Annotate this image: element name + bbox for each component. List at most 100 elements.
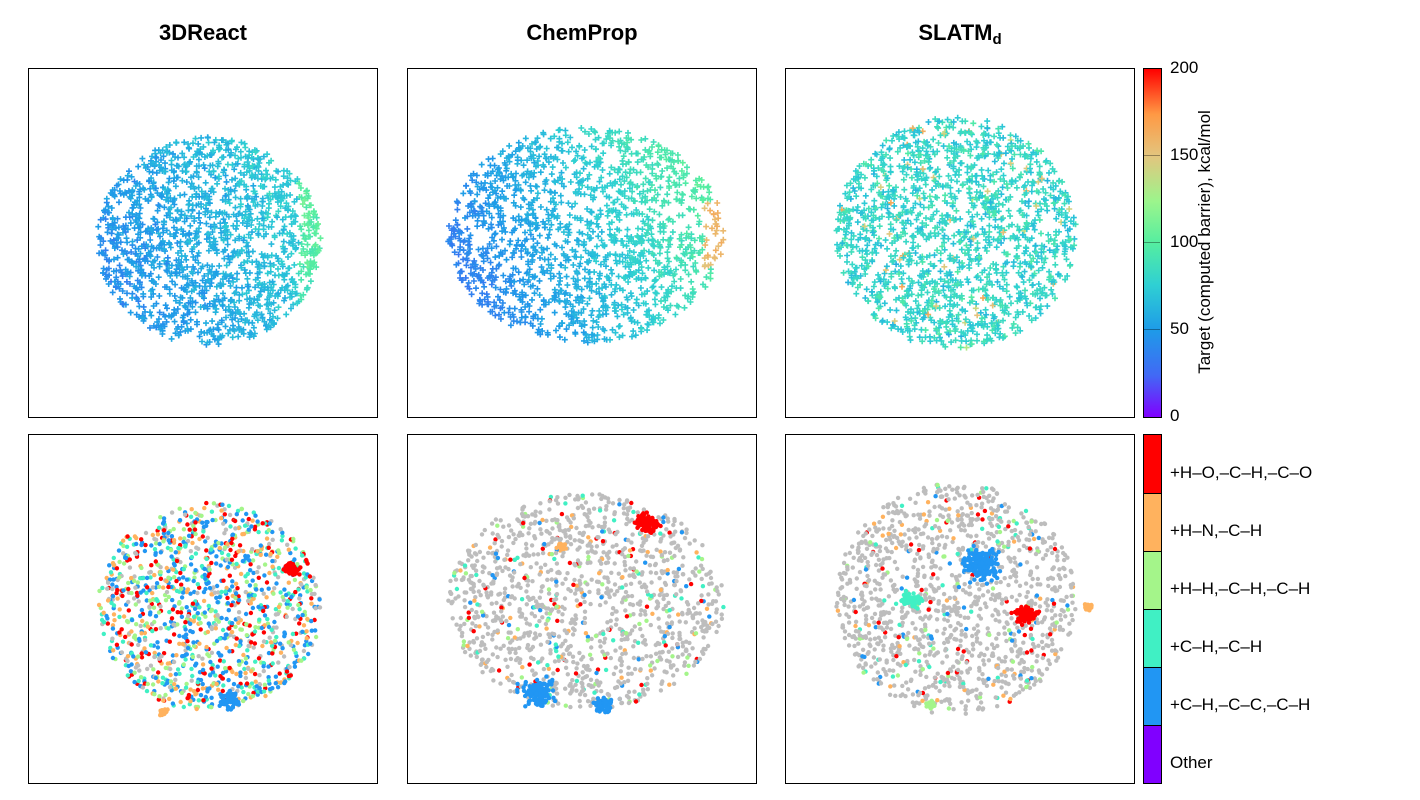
scatter-point xyxy=(914,192,921,199)
scatter-point xyxy=(297,223,304,230)
scatter-point xyxy=(307,266,314,273)
scatter-point xyxy=(565,232,572,239)
scatter-point xyxy=(479,222,486,229)
scatter-point xyxy=(217,282,224,289)
scatter-point xyxy=(675,157,681,164)
scatter-point xyxy=(194,321,200,328)
scatter-point xyxy=(919,284,926,291)
scatter-point xyxy=(566,292,573,299)
scatter-point xyxy=(164,305,170,312)
scatter-point xyxy=(929,202,936,209)
scatter-point xyxy=(522,313,529,320)
scatter-point xyxy=(615,211,622,218)
scatter-point xyxy=(200,143,207,150)
scatter-point xyxy=(167,244,174,251)
scatter-point xyxy=(234,160,241,167)
scatter-point xyxy=(246,216,253,223)
scatter-point xyxy=(860,214,867,221)
scatter-point xyxy=(699,246,706,253)
scatter-point xyxy=(1032,315,1039,322)
scatter-point xyxy=(167,272,174,279)
scatter-point xyxy=(158,193,165,200)
scatter-point xyxy=(556,323,563,330)
scatter-point xyxy=(944,212,951,219)
scatter-point xyxy=(237,195,244,202)
scatter-point xyxy=(871,197,878,204)
scatter-point xyxy=(547,270,554,277)
scatter-point xyxy=(1005,223,1012,230)
scatter-point xyxy=(906,250,913,257)
scatter-point xyxy=(943,270,950,277)
scatter-point xyxy=(512,291,519,298)
scatter-point xyxy=(981,130,987,137)
scatter-point xyxy=(192,283,199,290)
scatter-point xyxy=(919,220,926,227)
scatter-point xyxy=(266,159,272,166)
scatter-point xyxy=(163,260,170,267)
scatter-point xyxy=(187,222,194,229)
scatter-point xyxy=(947,190,954,197)
scatter-point xyxy=(584,184,591,191)
scatter-point xyxy=(1046,268,1053,275)
scatter-point xyxy=(149,153,155,160)
scatter-point xyxy=(951,217,958,224)
scatter-point xyxy=(631,198,638,205)
scatter-point xyxy=(635,225,641,232)
scatter-point xyxy=(969,213,976,220)
scatter-point xyxy=(945,235,952,242)
scatter-point xyxy=(572,157,579,163)
scatter-point xyxy=(593,258,600,265)
scatter-point xyxy=(994,194,1001,201)
scatter-point xyxy=(848,248,855,255)
scatter-point xyxy=(673,196,680,203)
scatter-point xyxy=(1017,137,1024,144)
scatter-point xyxy=(1020,143,1027,150)
scatter-point xyxy=(569,144,575,151)
scatter-point xyxy=(1066,206,1073,212)
scatter-point xyxy=(593,158,600,165)
scatter-point xyxy=(1029,272,1036,279)
scatter-point xyxy=(98,249,105,256)
scatter-point xyxy=(206,339,213,345)
scatter-point xyxy=(124,268,131,275)
scatter-point xyxy=(859,247,866,254)
scatter-point xyxy=(868,217,875,224)
scatter-point xyxy=(242,144,249,151)
scatter-point xyxy=(894,148,901,155)
scatter-point xyxy=(188,699,193,704)
scatter-point xyxy=(580,165,587,172)
scatter-point xyxy=(926,165,933,172)
scatter-point xyxy=(606,170,613,177)
scatter-point xyxy=(1036,306,1043,313)
scatter-point xyxy=(174,578,179,584)
scatter-point xyxy=(642,274,649,281)
scatter-point xyxy=(280,530,285,535)
scatter-point xyxy=(485,225,492,232)
scatter-point xyxy=(576,186,583,193)
scatter-point xyxy=(541,151,548,158)
scatter-point xyxy=(640,300,647,307)
scatter-point xyxy=(271,184,278,191)
scatter-point xyxy=(256,265,263,272)
scatter-point xyxy=(973,178,980,185)
scatter-point xyxy=(528,187,535,194)
scatter-point xyxy=(515,237,522,244)
scatter-point xyxy=(243,656,249,661)
scatter-point xyxy=(209,509,215,514)
scatter-point xyxy=(1033,158,1040,165)
scatter-point xyxy=(554,212,561,219)
scatter-point xyxy=(240,237,247,244)
scatter-point xyxy=(151,162,158,169)
scatter-point xyxy=(618,201,625,208)
scatter-point xyxy=(150,215,157,222)
scatter-point xyxy=(127,309,134,316)
scatter-point xyxy=(559,320,566,327)
scatter-point xyxy=(537,306,544,313)
scatter-point xyxy=(984,336,991,343)
scatter-point xyxy=(934,166,941,173)
scatter-point xyxy=(172,682,177,687)
scatter-point xyxy=(174,306,181,312)
scatter-point xyxy=(306,202,313,209)
scatter-point xyxy=(1009,178,1016,185)
scatter-point xyxy=(485,195,492,202)
